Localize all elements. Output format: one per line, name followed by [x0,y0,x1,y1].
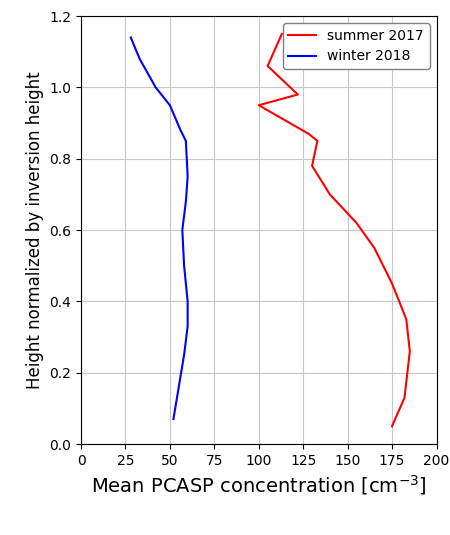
summer 2017 [402,394,407,401]
winter 2018 [183,137,189,144]
Y-axis label: Height normalized by inversion height: Height normalized by inversion height [26,71,44,389]
winter 2018 [185,173,190,180]
summer 2017 [310,163,315,169]
winter 2018 [176,384,181,390]
winter 2018 [180,227,185,233]
summer 2017 [265,63,270,69]
winter 2018 [181,263,187,269]
winter 2018 [137,56,142,62]
Line: winter 2018: winter 2018 [131,37,188,419]
Legend: summer 2017, winter 2018: summer 2017, winter 2018 [283,23,430,69]
winter 2018 [181,351,187,358]
summer 2017 [315,137,320,144]
summer 2017 [306,131,311,137]
winter 2018 [153,84,158,90]
summer 2017 [389,423,395,430]
X-axis label: Mean PCASP concentration [cm$^{-3}$]: Mean PCASP concentration [cm$^{-3}$] [91,473,427,497]
Line: summer 2017: summer 2017 [259,34,410,426]
summer 2017 [327,191,333,197]
winter 2018 [171,416,176,422]
summer 2017 [404,316,409,323]
winter 2018 [183,198,189,205]
summer 2017 [389,280,395,287]
summer 2017 [407,348,413,355]
winter 2018 [178,127,183,133]
summer 2017 [354,220,359,226]
summer 2017 [295,91,301,98]
winter 2018 [185,323,190,330]
winter 2018 [185,298,190,304]
summer 2017 [279,30,284,37]
summer 2017 [256,102,261,109]
winter 2018 [167,102,173,109]
summer 2017 [372,244,377,251]
winter 2018 [128,34,134,41]
